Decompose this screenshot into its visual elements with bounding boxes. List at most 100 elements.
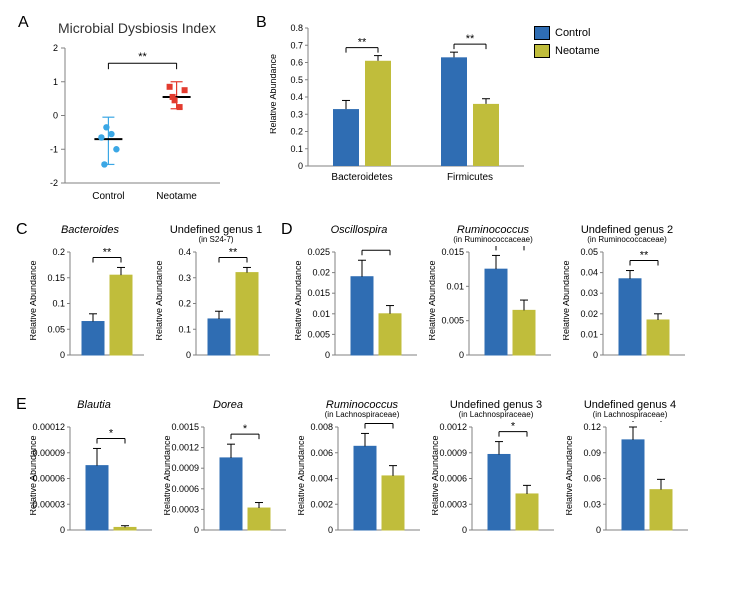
svg-text:0: 0 [459, 350, 464, 360]
panel-e-chart-3: Undefined genus 3(in Lachnospiraceae)00.… [432, 400, 560, 541]
svg-text:0: 0 [298, 161, 303, 171]
svg-text:0: 0 [593, 350, 598, 360]
svg-text:0.05: 0.05 [47, 324, 65, 334]
svg-text:0.6: 0.6 [290, 58, 303, 68]
svg-text:0.0015: 0.0015 [171, 422, 199, 432]
svg-text:0.3: 0.3 [178, 273, 191, 283]
svg-text:0.0006: 0.0006 [171, 484, 199, 494]
panel-e-chart-0: Blautia00.000030.000060.000090.00012Rela… [30, 400, 158, 541]
svg-text:0.005: 0.005 [307, 329, 330, 339]
svg-text:0.2: 0.2 [290, 127, 303, 137]
svg-text:0.015: 0.015 [307, 288, 330, 298]
svg-text:Relative Abundance: Relative Abundance [295, 260, 303, 340]
svg-text:0.02: 0.02 [580, 309, 598, 319]
panel-c-chart-1: Undefined genus 1(in S24-7)00.10.20.30.4… [156, 225, 276, 366]
chart-subtitle: (in Lachnospiraceae) [298, 411, 426, 419]
svg-text:0.1: 0.1 [178, 324, 191, 334]
svg-text:0.06: 0.06 [583, 474, 601, 484]
svg-text:*: * [511, 421, 516, 433]
svg-text:**: ** [138, 51, 147, 63]
svg-text:0.0003: 0.0003 [171, 504, 199, 514]
svg-text:-2: -2 [50, 178, 58, 188]
svg-text:0.01: 0.01 [580, 329, 598, 339]
svg-text:Relative Abundance: Relative Abundance [156, 260, 164, 340]
panel-d-chart-0: Oscillospira00.0050.010.0150.020.025Rela… [295, 225, 423, 366]
svg-text:0.0009: 0.0009 [171, 463, 199, 473]
svg-text:0.02: 0.02 [312, 268, 330, 278]
svg-text:0.03: 0.03 [580, 288, 598, 298]
svg-text:**: ** [103, 246, 112, 258]
svg-text:0: 0 [325, 350, 330, 360]
svg-text:*: * [377, 421, 382, 424]
svg-text:*: * [243, 423, 248, 435]
figure-root: AMicrobial Dysbiosis Index-2-1012Control… [10, 10, 719, 585]
svg-text:0.12: 0.12 [583, 422, 601, 432]
svg-text:0.4: 0.4 [290, 92, 303, 102]
svg-text:Control: Control [92, 191, 124, 202]
panel-d-chart-1: Ruminococcus(in Ruminococcaceae)00.0050.… [429, 225, 557, 366]
svg-text:0.15: 0.15 [47, 273, 65, 283]
svg-text:0.1: 0.1 [290, 144, 303, 154]
svg-text:1: 1 [53, 77, 58, 87]
svg-text:-1: -1 [50, 144, 58, 154]
svg-text:0: 0 [194, 525, 199, 535]
svg-text:0.0006: 0.0006 [439, 474, 467, 484]
svg-text:0.004: 0.004 [310, 474, 333, 484]
panel-b: B00.10.20.30.40.50.60.70.8Relative Abund… [270, 18, 530, 193]
svg-text:0.0009: 0.0009 [439, 448, 467, 458]
svg-text:0: 0 [462, 525, 467, 535]
svg-text:0.015: 0.015 [441, 247, 464, 257]
panel-e-chart-4: Undefined genus 4(in Lachnospiraceae)00.… [566, 400, 694, 541]
svg-text:0.03: 0.03 [583, 499, 601, 509]
svg-text:0.8: 0.8 [290, 23, 303, 33]
chart-title: Dorea [164, 400, 292, 411]
svg-text:**: ** [358, 37, 367, 49]
svg-text:Relative Abundance: Relative Abundance [432, 435, 440, 515]
panel-a: AMicrobial Dysbiosis Index-2-1012Control… [30, 20, 230, 213]
panel-e-chart-2: Ruminococcus(in Lachnospiraceae)00.0020.… [298, 400, 426, 541]
legend-neotame: Neotame [555, 45, 600, 57]
svg-text:0.04: 0.04 [580, 268, 598, 278]
svg-text:0.0012: 0.0012 [439, 422, 467, 432]
svg-text:Relative Abundance: Relative Abundance [270, 54, 278, 134]
panel-d-chart-2: Undefined genus 2(in Ruminococcaceae)00.… [563, 225, 691, 366]
svg-text:Relative Abundance: Relative Abundance [429, 260, 437, 340]
svg-text:0: 0 [328, 525, 333, 535]
chart-title: Oscillospira [295, 225, 423, 236]
svg-text:0.002: 0.002 [310, 499, 333, 509]
svg-text:0.1: 0.1 [52, 299, 65, 309]
legend-control: Control [555, 27, 590, 39]
panel-e-chart-1: Dorea 0 0.0003 0.0006 0.0009 0.0012 0.0015 Rela… [164, 400, 292, 541]
svg-text:0.4: 0.4 [178, 247, 191, 257]
svg-text:0.006: 0.006 [310, 448, 333, 458]
svg-text:**: ** [466, 33, 475, 45]
chart-subtitle: (in Lachnospiraceae) [566, 411, 694, 419]
svg-text:Relative Abundance: Relative Abundance [30, 435, 38, 515]
chart-subtitle: (in Ruminococcaceae) [563, 236, 691, 244]
chart-subtitle: (in Lachnospiraceae) [432, 411, 560, 419]
chart-title: Bacteroides [30, 225, 150, 236]
svg-text:0.3: 0.3 [290, 109, 303, 119]
svg-text:0.01: 0.01 [446, 281, 464, 291]
svg-text:0.025: 0.025 [307, 247, 330, 257]
svg-text:0.00012: 0.00012 [32, 422, 65, 432]
svg-text:Bacteroidetes: Bacteroidetes [331, 172, 392, 183]
svg-text:Firmicutes: Firmicutes [447, 172, 493, 183]
svg-text:0: 0 [596, 525, 601, 535]
panel-c-chart-0: Bacteroides00.050.10.150.2Relative Abund… [30, 225, 150, 366]
svg-text:0.0012: 0.0012 [171, 443, 199, 453]
svg-text:Relative Abundance: Relative Abundance [563, 260, 571, 340]
svg-text:0.7: 0.7 [290, 40, 303, 50]
legend: Control Neotame [534, 26, 600, 58]
chart-title: Blautia [30, 400, 158, 411]
svg-text:*: * [374, 246, 379, 251]
svg-text:0.005: 0.005 [441, 316, 464, 326]
svg-text:0: 0 [60, 525, 65, 535]
svg-text:0: 0 [53, 111, 58, 121]
svg-text:Relative Abundance: Relative Abundance [164, 435, 172, 515]
svg-text:Neotame: Neotame [156, 191, 197, 202]
svg-text:0.2: 0.2 [52, 247, 65, 257]
svg-text:0.008: 0.008 [310, 422, 333, 432]
svg-text:**: ** [640, 250, 649, 262]
svg-text:0.5: 0.5 [290, 75, 303, 85]
